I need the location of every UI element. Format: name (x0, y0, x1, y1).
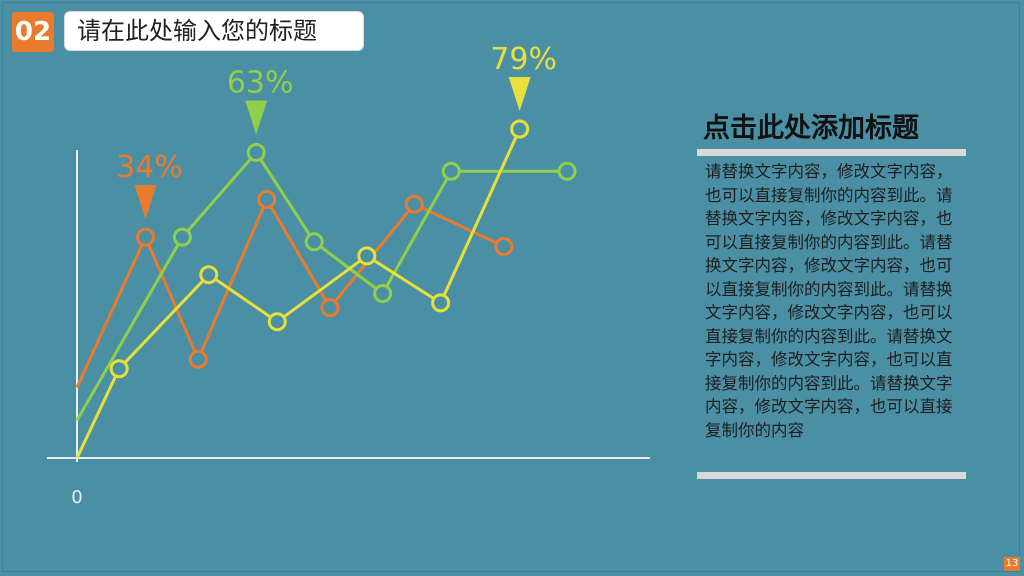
slide-title[interactable]: 请在此处输入您的标题 (64, 11, 364, 51)
series-3-point-4 (357, 246, 377, 266)
series-1-callout-arrow (134, 185, 157, 220)
series-3-point-1 (109, 359, 129, 379)
series-1-callout-label: 34% (116, 150, 183, 185)
series-1-point-2 (188, 349, 208, 369)
series-2-callout-arrow (245, 100, 268, 135)
series-1-point-3 (257, 190, 277, 209)
series-3-callout-label: 79% (490, 42, 557, 77)
section-number-badge: 02 (12, 12, 54, 52)
series-1-point-5 (404, 194, 424, 214)
series-1-point-1 (136, 227, 156, 247)
series-3-callout-arrow (508, 77, 531, 111)
series-2-point-1 (172, 227, 192, 247)
series-3-point-5 (431, 293, 451, 313)
side-panel-title[interactable]: 点击此处添加标题 (703, 113, 919, 144)
series-2-point-3 (304, 232, 324, 252)
side-panel-body[interactable]: 请替换文字内容，修改文字内容，也可以直接复制你的内容到此。请替换文字内容，修改文… (705, 162, 953, 440)
side-panel-bottom-bar (697, 472, 966, 479)
series-2-point-2 (246, 143, 266, 162)
series-3-point-3 (267, 312, 287, 332)
series-2-point-4 (373, 284, 393, 303)
origin-tick-label: 0 (71, 487, 82, 508)
series-2-point-6 (557, 161, 577, 181)
page-number: 13 (1004, 557, 1020, 571)
series-2-callout-label: 63% (227, 66, 294, 101)
series-2-point-5 (441, 161, 461, 181)
series-3-point-2 (199, 265, 219, 285)
series-1-point-4 (320, 298, 340, 318)
series-3-point-6 (510, 119, 530, 139)
series-1-point-6 (494, 237, 514, 256)
side-panel-top-bar (697, 149, 966, 156)
